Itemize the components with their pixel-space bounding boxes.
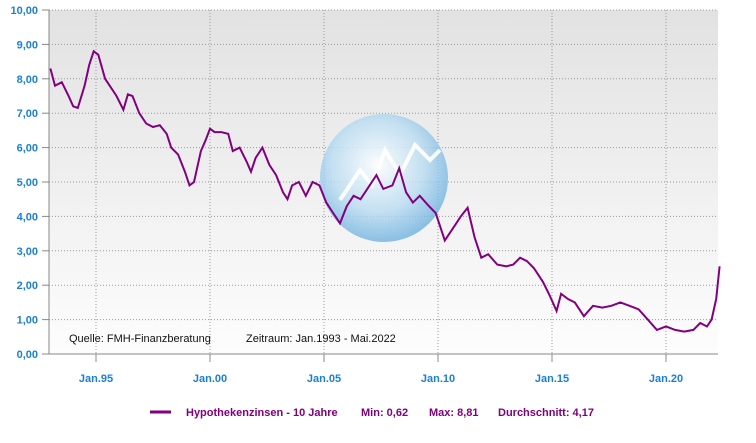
y-tick-label: 3,00	[17, 246, 38, 258]
legend-max: Max: 8,81	[429, 407, 479, 419]
y-tick-label: 6,00	[17, 143, 38, 155]
x-tick-label: Jan.20	[649, 373, 683, 385]
y-tick-label: 1,00	[17, 315, 38, 327]
y-tick-label: 7,00	[17, 108, 38, 120]
watermark-logo	[320, 114, 448, 242]
period-note: Zeitraum: Jan.1993 - Mai.2022	[246, 333, 396, 345]
y-tick-label: 2,00	[17, 280, 38, 292]
legend: Hypothekenzinsen - 10 Jahre Min: 0,62 Ma…	[150, 407, 594, 419]
y-tick-label: 9,00	[17, 39, 38, 51]
y-tick-label: 5,00	[17, 177, 38, 189]
source-note: Quelle: FMH-Finanzberatung	[69, 333, 211, 345]
x-tick-label: Jan.00	[193, 373, 227, 385]
y-tick-label: 8,00	[17, 74, 38, 86]
y-tick-label: 10,00	[10, 5, 38, 17]
x-tick-label: Jan.95	[79, 373, 113, 385]
series-line-hypothekenzinsen	[49, 49, 721, 333]
legend-series-label: Hypothekenzinsen - 10 Jahre	[186, 407, 338, 419]
y-tick-label: 0,00	[17, 349, 38, 361]
legend-average: Durchschnitt: 4,17	[498, 407, 594, 419]
y-tick-label: 4,00	[17, 211, 38, 223]
x-tick-label: Jan.15	[535, 373, 569, 385]
x-tick-label: Jan.05	[307, 373, 341, 385]
legend-min: Min: 0,62	[361, 407, 408, 419]
x-tick-label: Jan.10	[421, 373, 455, 385]
